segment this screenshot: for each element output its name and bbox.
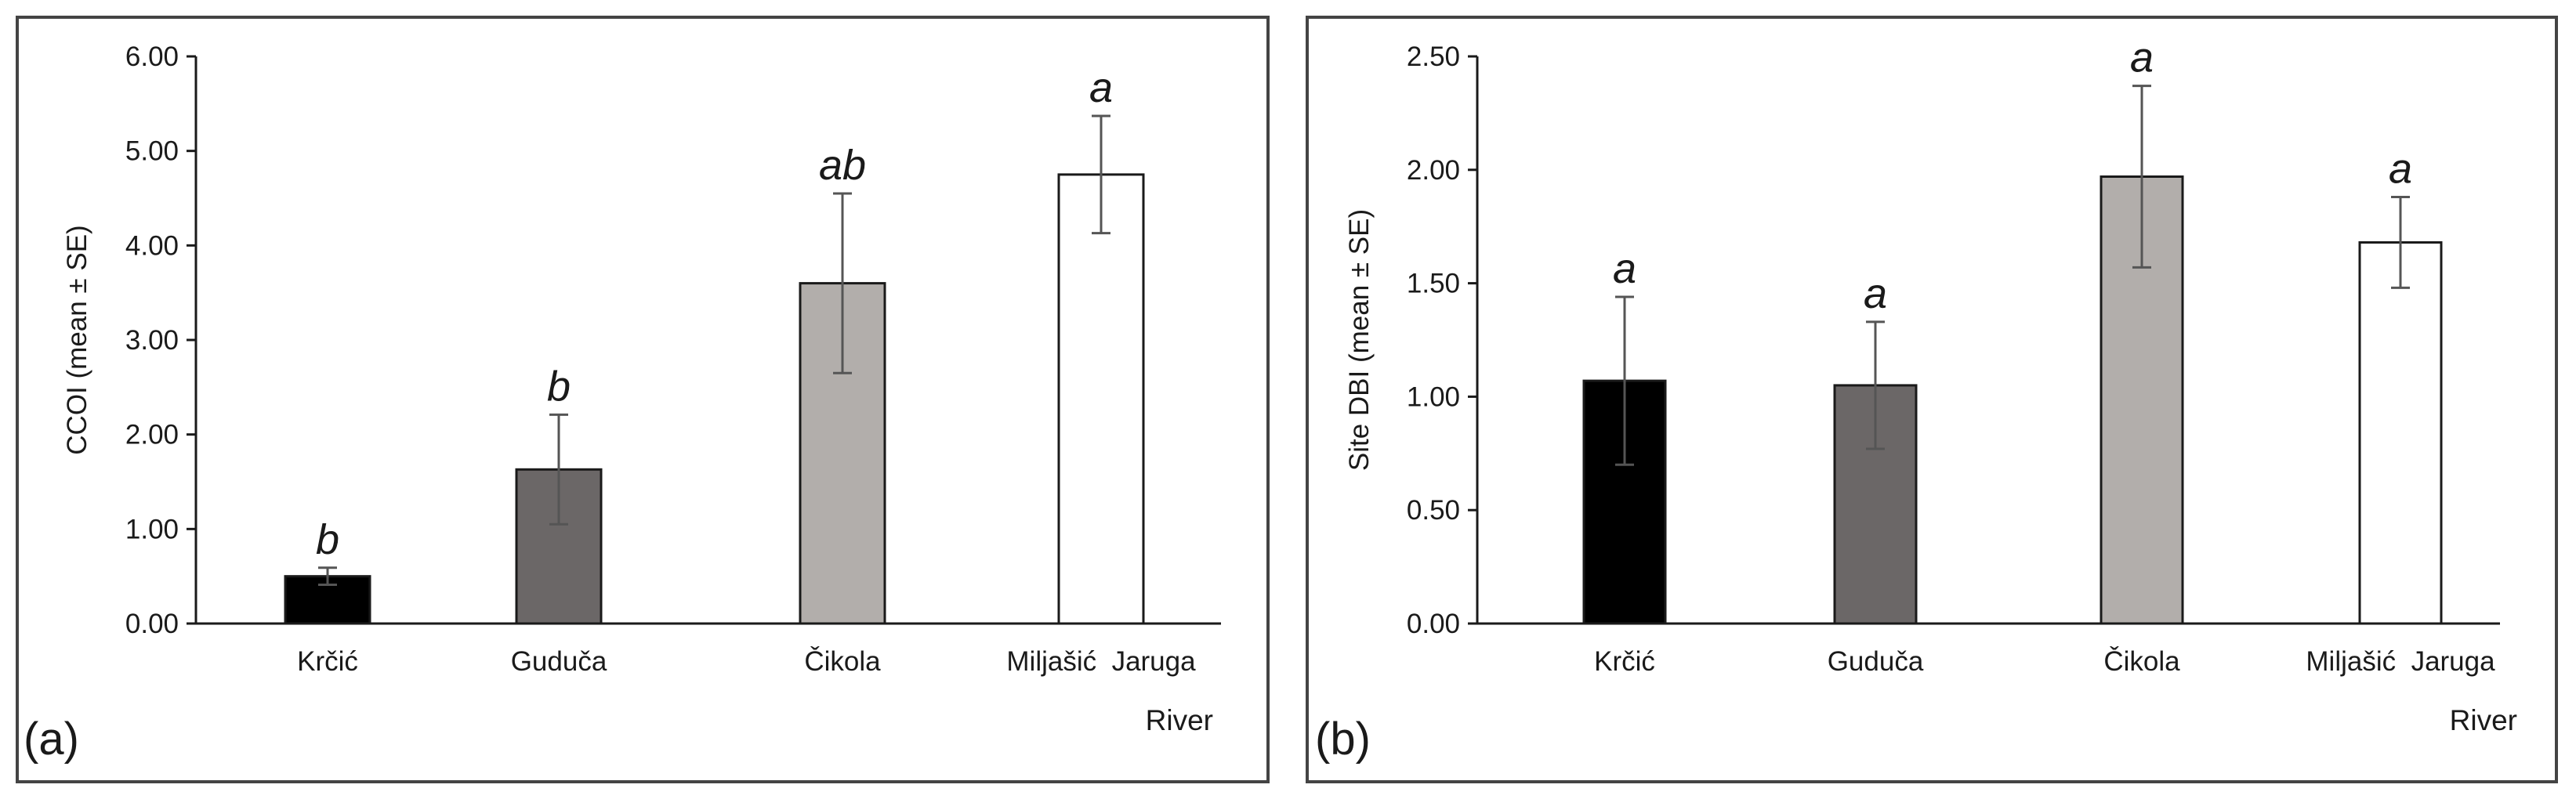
panel-b-category-label-3: Miljašić Jaruga <box>2306 646 2495 677</box>
panel-a-y-tick-label-0: 0.00 <box>125 609 179 639</box>
panel-a-y-tick-label-6: 6.00 <box>125 42 179 72</box>
panel-b-bar-3 <box>2358 240 2443 625</box>
panel-b-significance-label-0: a <box>1613 245 1636 292</box>
panel-a-label: (a) <box>24 714 79 765</box>
panel-a-y-axis-label: CCOI (mean ± SE) <box>62 225 92 454</box>
panel-b-category-labels: Krčić Guduča Čikola Miljašić Jaruga <box>1594 646 2495 677</box>
panel-b-y-tick-label-0: 0.00 <box>1407 609 1460 639</box>
panel-a-y-axis-ticks: 0.00 1.00 2.00 3.00 4.00 5.00 6.00 <box>125 42 196 639</box>
panel-a-bars: b b ab a <box>284 64 1145 625</box>
chart-panel-b: 0.00 0.50 1.00 1.50 2.00 2.50 a a a a Krčić Guduč… <box>1306 16 2558 783</box>
panel-b-category-label-1: Guduča <box>1828 646 1924 677</box>
panel-a-bar-3 <box>1057 173 1145 625</box>
panel-a-category-label-1: Guduča <box>511 646 607 677</box>
panel-a-category-label-0: Krčić <box>297 646 358 677</box>
panel-a-category-label-2: Čikola <box>804 646 881 677</box>
panel-a-y-tick-label-2: 2.00 <box>125 420 179 450</box>
panel-b-bars: a a a a <box>1582 34 2443 625</box>
panel-b-significance-label-1: a <box>1864 270 1887 317</box>
panel-b-frame <box>1306 16 2558 783</box>
chart-panel-a: 0.00 1.00 2.00 3.00 4.00 5.00 6.00 b b ab a Krčić… <box>16 16 1270 783</box>
panel-b-y-axis-ticks: 0.00 0.50 1.00 1.50 2.00 2.50 <box>1407 42 1477 639</box>
panel-b-x-axis-label: River <box>2450 704 2517 736</box>
panel-b-y-tick-label-1: 0.50 <box>1407 495 1460 526</box>
panel-a-significance-label-0: b <box>316 516 339 563</box>
panel-b-label: (b) <box>1315 714 1371 765</box>
panel-b-y-tick-label-2: 1.00 <box>1407 381 1460 412</box>
panel-a-frame <box>16 16 1270 783</box>
panel-a-category-labels: Krčić Guduča Čikola Miljašić Jaruga <box>297 646 1196 677</box>
panel-a-y-tick-label-4: 4.00 <box>125 230 179 261</box>
panel-a-significance-label-1: b <box>547 363 571 410</box>
panel-b-category-label-2: Čikola <box>2103 646 2180 677</box>
panel-b-significance-label-2: a <box>2130 34 2154 81</box>
panel-b-y-tick-label-3: 1.50 <box>1407 269 1460 299</box>
panel-b-y-axis-label: Site DBI (mean ± SE) <box>1344 209 1375 471</box>
panel-a-category-label-3: Miljašić Jaruga <box>1006 646 1196 677</box>
panel-a-y-tick-label-1: 1.00 <box>125 514 179 544</box>
panel-b-category-label-0: Krčić <box>1594 646 1655 677</box>
panel-a-significance-label-2: ab <box>819 142 866 189</box>
panel-a-x-axis-label: River <box>1146 704 1213 736</box>
panel-a-y-tick-label-5: 5.00 <box>125 136 179 167</box>
panel-a-significance-label-3: a <box>1089 64 1113 111</box>
panel-a-y-tick-label-3: 3.00 <box>125 325 179 356</box>
panel-b-y-tick-label-5: 2.50 <box>1407 42 1460 72</box>
panel-b-significance-label-3: a <box>2389 146 2412 193</box>
panel-b-y-tick-label-4: 2.00 <box>1407 155 1460 186</box>
